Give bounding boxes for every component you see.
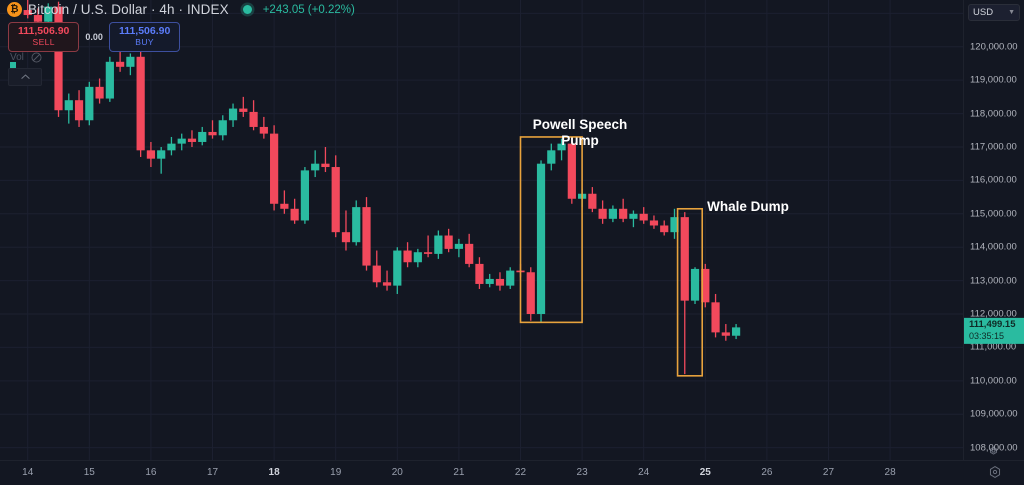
time-tick: 25 <box>699 467 711 478</box>
chart-legend[interactable]: ₿ Bitcoin / U.S. Dollar · 4h · INDEX +24… <box>7 2 355 17</box>
gear-icon[interactable] <box>986 443 1001 458</box>
price-tick: 111,000.00 <box>970 341 1017 353</box>
bitcoin-icon: ₿ <box>7 2 22 17</box>
price-tick: 120,000.00 <box>970 41 1018 53</box>
volume-study-legend[interactable]: Vol <box>10 51 43 64</box>
price-change-value: +243.05 (+0.22%) <box>262 3 355 16</box>
sell-label: SELL <box>32 36 55 47</box>
price-tick: 114,000.00 <box>970 241 1017 253</box>
price-axis[interactable]: USD ▼ 120,000.00 119,000.00 118,000.00 117,… <box>963 0 1024 461</box>
currency-selector[interactable]: USD ▼ <box>968 4 1020 21</box>
time-tick: 21 <box>453 467 465 478</box>
time-tick: 17 <box>206 467 219 478</box>
chevron-down-icon: ▼ <box>1008 9 1015 16</box>
price-tick: 113,000.00 <box>970 275 1017 287</box>
sell-button[interactable]: 111,506.90 SELL <box>8 22 80 53</box>
price-tick: 112,000.00 <box>970 308 1017 320</box>
highlight-boxes <box>519 136 704 377</box>
symbol-title[interactable]: Bitcoin / U.S. Dollar · 4h · INDEX <box>28 2 229 17</box>
last-price-badge: 111,499.15 03:35:15 <box>964 317 1024 344</box>
buy-price: 111,506.90 <box>118 25 171 37</box>
spread-value: 0.00 <box>85 32 103 43</box>
time-tick: 27 <box>822 467 835 478</box>
chart-plot-area[interactable] <box>0 0 964 461</box>
time-tick: 26 <box>761 467 773 478</box>
annotation-whale-dump[interactable]: Whale Dump <box>707 199 789 214</box>
time-tick: 19 <box>330 467 342 478</box>
chart-grid <box>0 0 964 461</box>
currency-label: USD <box>973 7 994 18</box>
trade-badges: 111,506.90 SELL 0.00 111,506.90 BUY <box>8 22 181 53</box>
time-tick: 23 <box>576 467 588 478</box>
price-tick: 109,000.00 <box>970 408 1018 420</box>
price-tick: 116,000.00 <box>970 174 1017 186</box>
price-tick: 118,000.00 <box>970 108 1017 120</box>
price-tick: 110,000.00 <box>970 375 1017 387</box>
time-axis[interactable]: 14 15 16 17 18 19 20 21 22 23 24 25 26 27 28 <box>0 460 1024 485</box>
collapse-pane-button[interactable] <box>8 68 42 86</box>
eye-off-icon[interactable] <box>30 51 43 64</box>
time-tick: 20 <box>391 467 403 478</box>
buy-button[interactable]: 111,506.90 BUY <box>108 22 181 53</box>
volume-study-label: Vol <box>10 52 24 63</box>
price-tick: 117,000.00 <box>970 141 1017 153</box>
sell-price: 111,506.90 <box>18 25 70 37</box>
time-tick: 14 <box>22 467 34 478</box>
price-tick: 119,000.00 <box>970 74 1017 86</box>
candlestick-series <box>23 0 741 375</box>
chevron-up-icon <box>20 74 30 79</box>
time-tick: 28 <box>884 467 896 478</box>
status-dot-icon <box>242 5 252 14</box>
time-tick: 15 <box>83 467 95 478</box>
annotation-powell-speech-pump[interactable]: Powell Speech Pump <box>532 117 628 148</box>
time-tick: 18 <box>268 467 280 478</box>
volume-color-swatch <box>10 62 16 68</box>
time-tick: 16 <box>145 467 157 478</box>
bar-countdown: 03:35:15 <box>969 330 1005 341</box>
time-tick: 22 <box>514 467 527 478</box>
last-price-value: 111,499.15 <box>969 318 1016 330</box>
crosshair-target-icon[interactable] <box>988 465 1002 484</box>
price-tick: 115,000.00 <box>970 208 1017 220</box>
buy-label: BUY <box>135 36 154 47</box>
time-tick: 24 <box>638 467 650 478</box>
